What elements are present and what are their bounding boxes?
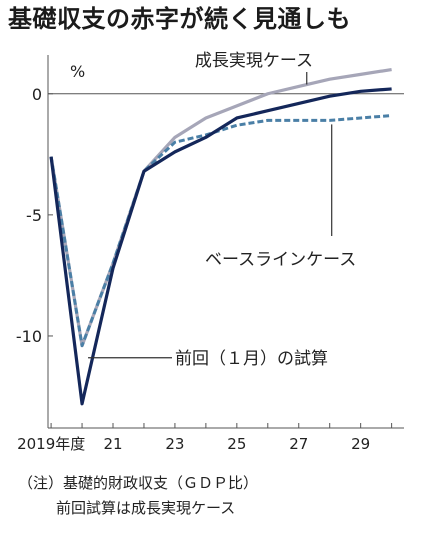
series-line-0 xyxy=(49,67,392,348)
series-line-2 xyxy=(49,87,392,406)
y-tick-label: -10 xyxy=(16,327,42,346)
x-tick-label: 23 xyxy=(165,435,184,453)
chart-note-previous: 前回試算は成長実現ケース xyxy=(56,499,236,517)
legend-label-previous: 前回（１月）の試算 xyxy=(175,349,328,369)
chart-title: 基礎収支の赤字が続く見通しも xyxy=(8,5,351,33)
legend-label-baseline: ベースラインケース xyxy=(205,250,356,270)
y-tick-label: -5 xyxy=(26,206,42,225)
legend-label-growth: 成長実現ケース xyxy=(195,51,313,71)
series-line-1 xyxy=(49,114,392,348)
x-tick-label: 21 xyxy=(103,435,122,453)
x-tick-label: 27 xyxy=(289,435,308,453)
y-unit-label: % xyxy=(70,62,85,81)
chart-note: （注）基礎的財政収支（ＧＤＰ比） xyxy=(18,474,259,492)
x-tick-label: 29 xyxy=(351,435,370,453)
x-tick-label: 25 xyxy=(227,435,246,453)
line-chart: % 0 -5 -10 2019年度 21 23 25 27 29 成長実現ケースベースラインケース前… xyxy=(16,51,404,453)
y-tick-label: 0 xyxy=(32,85,42,104)
x-tick-label: 2019年度 xyxy=(17,435,85,453)
